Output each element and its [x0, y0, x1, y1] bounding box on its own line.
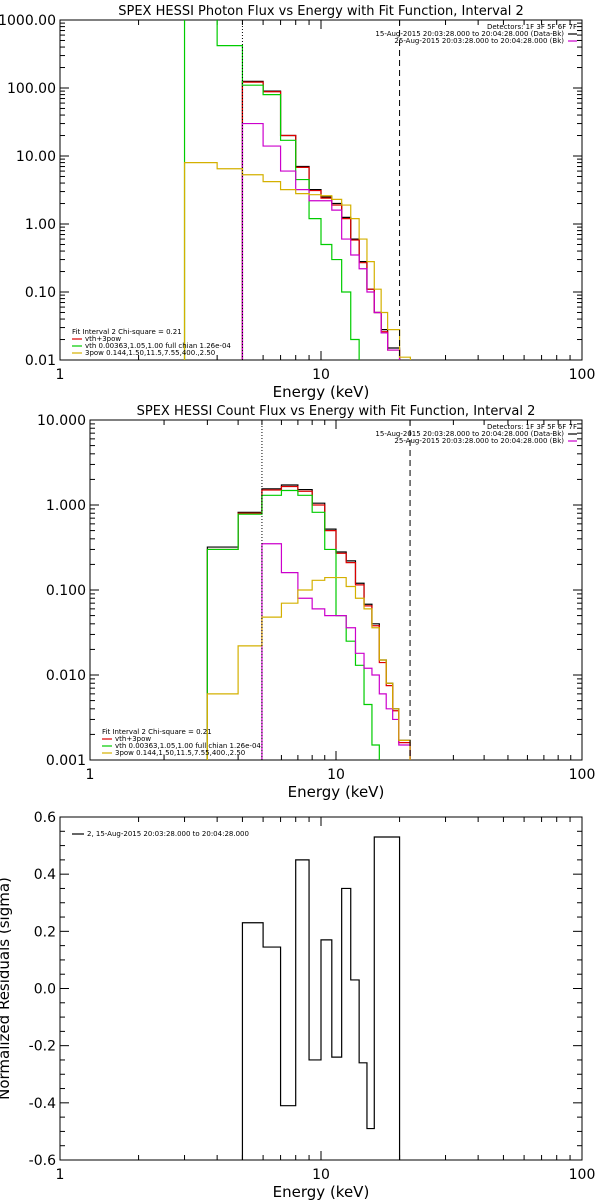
series-4-line: [241, 122, 401, 360]
y-axis-label: Normalized Residuals (sigma): [0, 877, 13, 1100]
y-tick-label: 0.2: [34, 924, 56, 940]
fit-legend-header: Fit Interval 2 Chi-square = 0.21: [72, 328, 182, 336]
y-tick-label: 0.0: [34, 982, 56, 998]
detectors-label: Detectors: 1F 3F 5F 6F 7F: [487, 423, 577, 431]
fit-legend-label: vth+3pow: [85, 335, 121, 343]
y-tick-label: 100.00: [7, 81, 56, 97]
x-tick-label: 100: [569, 1167, 596, 1183]
fit-legend-label: vth+3pow: [115, 735, 151, 743]
top-legend-label: 25-Aug-2015 20:03:28.000 to 20:04:28.000…: [394, 437, 564, 445]
x-tick-label: 10: [312, 367, 330, 383]
y-tick-label: 1.00: [25, 217, 56, 233]
fit-legend-label: vth 0.00363,1.05,1.00 full chian 1.26e-0…: [85, 342, 231, 350]
y-tick-label: -0.4: [29, 1096, 56, 1112]
fit-legend-label: vth 0.00363,1.05,1.00 full chian 1.26e-0…: [115, 742, 261, 750]
series-5-line: [206, 576, 411, 760]
legend-label: 2, 15-Aug-2015 20:03:28.000 to 20:04:28.…: [87, 830, 249, 838]
x-tick-label: 10: [312, 1167, 330, 1183]
x-tick-label: 10: [327, 767, 345, 783]
x-tick-label: 100: [569, 367, 596, 383]
y-tick-label: 0.4: [34, 867, 56, 883]
y-tick-label: 0.01: [25, 353, 56, 369]
series-3-line: [206, 489, 380, 760]
series-1-line: [241, 836, 401, 1160]
top-legend-label: 15-Aug-2015 20:03:28.000 to 20:04:28.000…: [375, 30, 564, 38]
detectors-label: Detectors: 1F 3F 5F 6F 7F: [487, 23, 577, 31]
y-tick-label: -0.2: [29, 1039, 56, 1055]
x-tick-label: 1: [56, 367, 65, 383]
fit-legend-label: 3pow 0.144,1.50,11.5,7.55,400.,2.50: [85, 349, 215, 357]
y-tick-label: 0.100: [46, 583, 86, 599]
y-tick-label: 10.00: [16, 149, 56, 165]
series-2-line: [206, 485, 411, 760]
chart-2: 1 10 100 0.001 0.010 0.100 1.000 10.000 SPEX HES…: [37, 404, 595, 801]
plot-area: [206, 420, 411, 760]
y-tick-label: 1000.00: [0, 13, 56, 29]
y-tick-label: 0.001: [46, 753, 86, 769]
top-legend-label: 25-Aug-2015 20:03:28.000 to 20:04:28.000…: [394, 37, 564, 45]
y-tick-label: 10.000: [37, 413, 86, 429]
x-axis-label: Energy (keV): [288, 783, 385, 801]
x-tick-label: 100: [569, 767, 596, 783]
chart-title: SPEX HESSI Photon Flux vs Energy with Fi…: [118, 4, 524, 19]
x-axis-label: Energy (keV): [273, 1183, 370, 1200]
chart-3: 1 10 100 -0.6 -0.4 -0.2 0.0 0.2 0.4 0.6 Energy (ke…: [0, 810, 595, 1200]
y-tick-label: 1.000: [46, 498, 86, 514]
plot-area: [183, 20, 411, 360]
x-axis-label: Energy (keV): [273, 383, 370, 401]
y-tick-label: 0.10: [25, 285, 56, 301]
series-5-line: [183, 161, 411, 360]
series-3-line: [183, 20, 360, 360]
fit-legend-label: 3pow 0.144,1.50,11.5,7.55,400.,2.50: [115, 749, 245, 757]
y-tick-label: 0.6: [34, 810, 56, 826]
chart-1: 1 10 100 0.01 0.10 1.00 10.00 100.00 1000.00 SPEX…: [0, 4, 596, 401]
y-tick-label: 0.010: [46, 668, 86, 684]
x-tick-label: 1: [86, 767, 95, 783]
plot-area: [241, 836, 401, 1160]
fit-legend-header: Fit Interval 2 Chi-square = 0.21: [102, 728, 212, 736]
y-tick-label: -0.6: [29, 1153, 56, 1169]
top-legend-label: 15-Aug-2015 20:03:28.000 to 20:04:28.000…: [375, 430, 564, 438]
chart-title: SPEX HESSI Count Flux vs Energy with Fit…: [137, 404, 536, 419]
x-tick-label: 1: [56, 1167, 65, 1183]
